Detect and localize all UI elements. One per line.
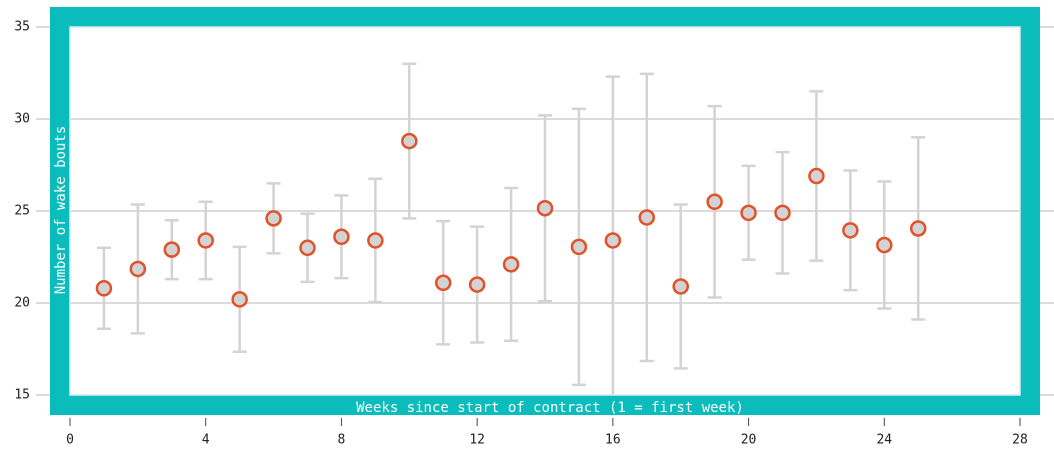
point [536, 199, 554, 217]
point [299, 239, 316, 257]
point [95, 280, 113, 297]
point [638, 209, 656, 226]
x-tick-label: 12 [469, 433, 485, 448]
point [876, 236, 893, 254]
y-axis-label: Number of wake bouts [53, 126, 69, 295]
point [468, 276, 486, 293]
point [808, 167, 825, 185]
x-tick-label: 20 [741, 433, 757, 448]
x-tick-label: 4 [202, 433, 210, 448]
y-tick-label: 25 [14, 204, 30, 219]
point [333, 228, 350, 246]
point [163, 241, 181, 258]
point [672, 278, 689, 295]
x-tick-label: 28 [1012, 433, 1028, 448]
point [129, 260, 147, 278]
point [740, 204, 757, 222]
y-tick-label: 20 [14, 296, 30, 311]
y-tick-label: 30 [14, 112, 30, 127]
point [367, 232, 384, 249]
x-tick-label: 8 [338, 433, 346, 448]
point [842, 222, 859, 239]
frame-inner-edge [69, 26, 1021, 396]
point [434, 274, 452, 292]
point [231, 291, 248, 308]
x-axis-label: Weeks since start of contract (1 = first… [356, 400, 744, 416]
y-tick-label: 35 [14, 20, 30, 35]
point [197, 232, 214, 249]
frame [50, 7, 1040, 415]
x-tick-label: 0 [66, 433, 74, 448]
point [570, 238, 588, 256]
point [774, 204, 791, 222]
x-tick-label: 16 [605, 433, 621, 448]
point [604, 232, 622, 249]
y-tick-label: 15 [14, 388, 30, 403]
point [502, 256, 520, 273]
point [401, 132, 418, 150]
point [265, 210, 282, 227]
point [706, 193, 723, 211]
x-tick-label: 24 [876, 433, 892, 448]
point [909, 220, 927, 237]
